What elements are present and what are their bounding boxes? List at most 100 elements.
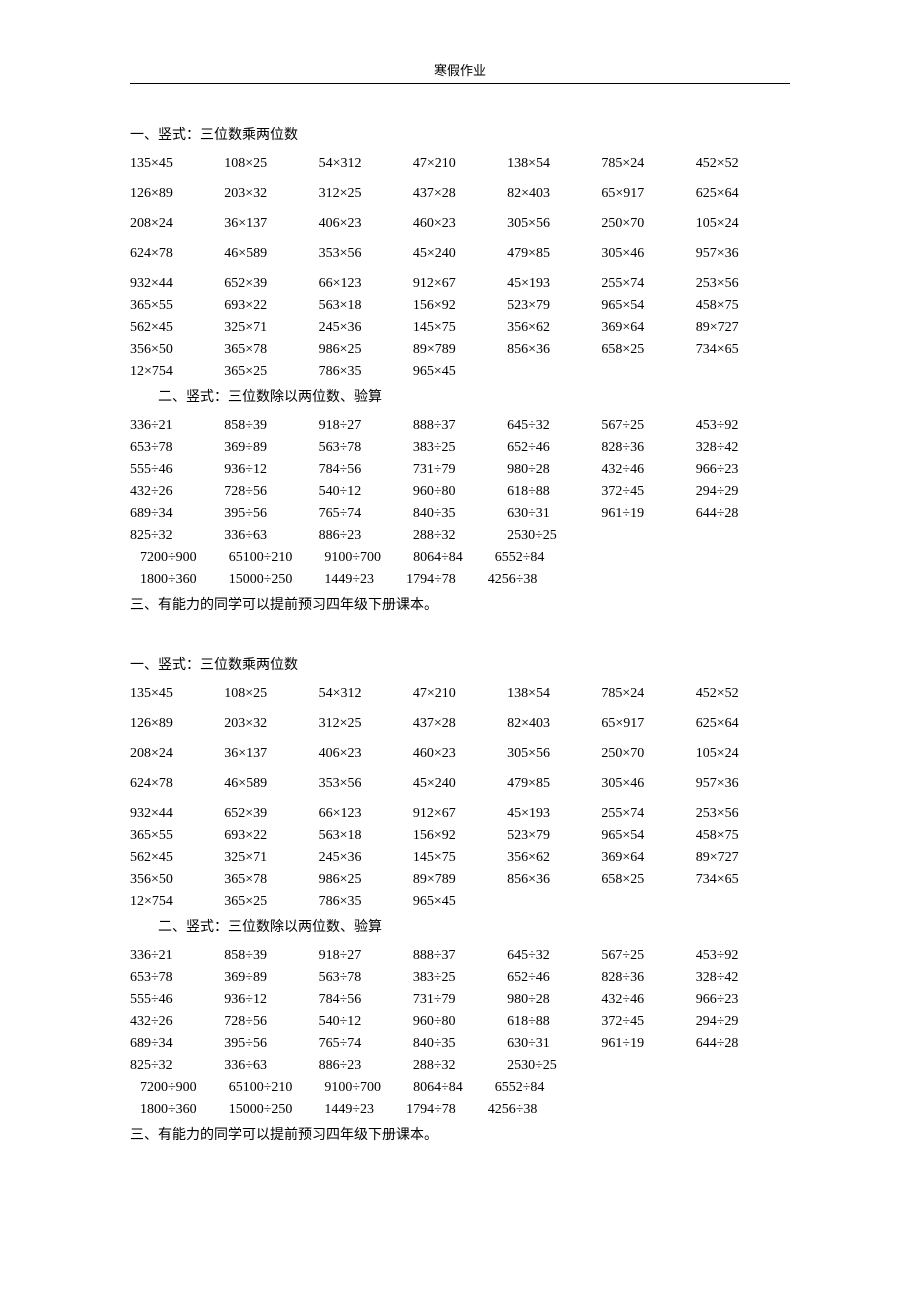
expression-row: 208×2436×137406×23460×23305×56250×70105×…: [130, 746, 790, 762]
expression-cell: 840÷35: [413, 506, 507, 522]
expression-cell: 369÷89: [224, 970, 318, 986]
expression-cell: 46×589: [224, 246, 318, 262]
expression-cell: 912×67: [413, 276, 507, 292]
expression-cell: 936÷12: [224, 992, 318, 1008]
expression-cell: 630÷31: [507, 506, 601, 522]
expression-cell: 825÷32: [130, 528, 224, 544]
section2-title: 二、竖式：三位数除以两位数、验算: [130, 386, 790, 406]
expression-row: 356×50365×78986×2589×789856×36658×25734×…: [130, 342, 790, 358]
expression-row: 356×50365×78986×2589×789856×36658×25734×…: [130, 872, 790, 888]
expression-cell: 328÷42: [696, 440, 790, 456]
expression-cell: 765÷74: [319, 1036, 413, 1052]
expression-row: 126×89203×32312×25437×2882×40365×917625×…: [130, 186, 790, 202]
expression-cell: 858÷39: [224, 418, 318, 434]
expression-cell: 618÷88: [507, 1014, 601, 1030]
div-group: 336÷21858÷39918÷27888÷37645÷32567÷25453÷…: [130, 948, 790, 1074]
expression-row: 562×45325×71245×36145×75356×62369×6489×7…: [130, 850, 790, 866]
mult-sparse-group: 135×45108×2554×31247×210138×54785×24452×…: [130, 156, 790, 262]
expression-cell: 45×193: [507, 806, 601, 822]
expression-cell: 250×70: [601, 746, 695, 762]
expression-row: 12×754365×25786×35965×45: [130, 894, 790, 910]
expression-cell: 731÷79: [413, 462, 507, 478]
expression-cell: 4256÷38: [488, 1102, 538, 1118]
expression-cell: 65×917: [601, 186, 695, 202]
expression-cell: 784÷56: [319, 992, 413, 1008]
expression-cell: [696, 364, 790, 380]
div-wide-group: 7200÷90065100÷2109100÷7008064÷846552÷841…: [130, 550, 790, 588]
expression-cell: 12×754: [130, 364, 224, 380]
expression-cell: 45×240: [413, 776, 507, 792]
expression-cell: 624×78: [130, 776, 224, 792]
expression-cell: 825÷32: [130, 1058, 224, 1074]
expression-cell: 312×25: [319, 186, 413, 202]
expression-cell: 369×64: [601, 850, 695, 866]
expression-cell: 460×23: [413, 216, 507, 232]
section1-title: 一、竖式：三位数乘两位数: [130, 124, 790, 144]
expression-cell: 432÷26: [130, 484, 224, 500]
expression-cell: 728÷56: [224, 484, 318, 500]
expression-cell: 1794÷78: [406, 572, 456, 588]
expression-cell: 965×45: [413, 364, 507, 380]
expression-cell: 785×24: [601, 686, 695, 702]
expression-row: 12×754365×25786×35965×45: [130, 364, 790, 380]
expression-cell: 563÷78: [319, 970, 413, 986]
expression-cell: [601, 894, 695, 910]
expression-row: 689÷34395÷56765÷74840÷35630÷31961÷19644÷…: [130, 1036, 790, 1052]
expression-cell: 980÷28: [507, 992, 601, 1008]
expression-cell: 288÷32: [413, 1058, 507, 1074]
expression-cell: 653÷78: [130, 440, 224, 456]
expression-cell: 437×28: [413, 716, 507, 732]
expression-cell: 652×39: [224, 276, 318, 292]
expression-cell: 253×56: [696, 276, 790, 292]
expression-cell: 734×65: [696, 872, 790, 888]
expression-cell: 135×45: [130, 686, 224, 702]
mult-sparse-group: 135×45108×2554×31247×210138×54785×24452×…: [130, 686, 790, 792]
expression-row: 135×45108×2554×31247×210138×54785×24452×…: [130, 686, 790, 702]
expression-row: 336÷21858÷39918÷27888÷37645÷32567÷25453÷…: [130, 948, 790, 964]
expression-cell: 145×75: [413, 850, 507, 866]
expression-cell: 912×67: [413, 806, 507, 822]
expression-row: 1800÷36015000÷2501449÷231794÷784256÷38: [130, 572, 790, 588]
expression-cell: 918÷27: [319, 948, 413, 964]
expression-cell: 693×22: [224, 298, 318, 314]
expression-cell: 932×44: [130, 276, 224, 292]
expression-cell: 89×727: [696, 320, 790, 336]
expression-cell: 625×64: [696, 186, 790, 202]
expression-cell: 858÷39: [224, 948, 318, 964]
expression-row: 365×55693×22563×18156×92523×79965×54458×…: [130, 828, 790, 844]
expression-cell: 208×24: [130, 746, 224, 762]
expression-cell: 105×24: [696, 216, 790, 232]
expression-cell: 961÷19: [601, 506, 695, 522]
expression-cell: 562×45: [130, 850, 224, 866]
expression-cell: 365×25: [224, 364, 318, 380]
expression-cell: 625×64: [696, 716, 790, 732]
expression-cell: 652÷46: [507, 440, 601, 456]
expression-cell: 8064÷84: [413, 1080, 463, 1096]
expression-cell: 563×18: [319, 298, 413, 314]
expression-cell: 305×56: [507, 746, 601, 762]
expression-cell: 960÷80: [413, 1014, 507, 1030]
expression-cell: 383÷25: [413, 440, 507, 456]
expression-cell: 369÷89: [224, 440, 318, 456]
expression-cell: 47×210: [413, 686, 507, 702]
expression-cell: 82×403: [507, 186, 601, 202]
expression-row: 365×55693×22563×18156×92523×79965×54458×…: [130, 298, 790, 314]
expression-cell: 961÷19: [601, 1036, 695, 1052]
expression-cell: 356×62: [507, 850, 601, 866]
expression-cell: 203×32: [224, 716, 318, 732]
expression-row: 7200÷90065100÷2109100÷7008064÷846552÷84: [130, 1080, 790, 1096]
expression-cell: 645÷32: [507, 418, 601, 434]
expression-cell: 563÷78: [319, 440, 413, 456]
expression-cell: 562×45: [130, 320, 224, 336]
expression-cell: 918÷27: [319, 418, 413, 434]
expression-cell: 432÷46: [601, 992, 695, 1008]
expression-cell: 689÷34: [130, 1036, 224, 1052]
expression-cell: [601, 528, 695, 544]
expression-cell: 932×44: [130, 806, 224, 822]
expression-cell: 126×89: [130, 186, 224, 202]
expression-cell: 658×25: [601, 872, 695, 888]
expression-cell: 479×85: [507, 776, 601, 792]
expression-cell: 66×123: [319, 806, 413, 822]
expression-cell: 452×52: [696, 156, 790, 172]
expression-row: 624×7846×589353×5645×240479×85305×46957×…: [130, 776, 790, 792]
